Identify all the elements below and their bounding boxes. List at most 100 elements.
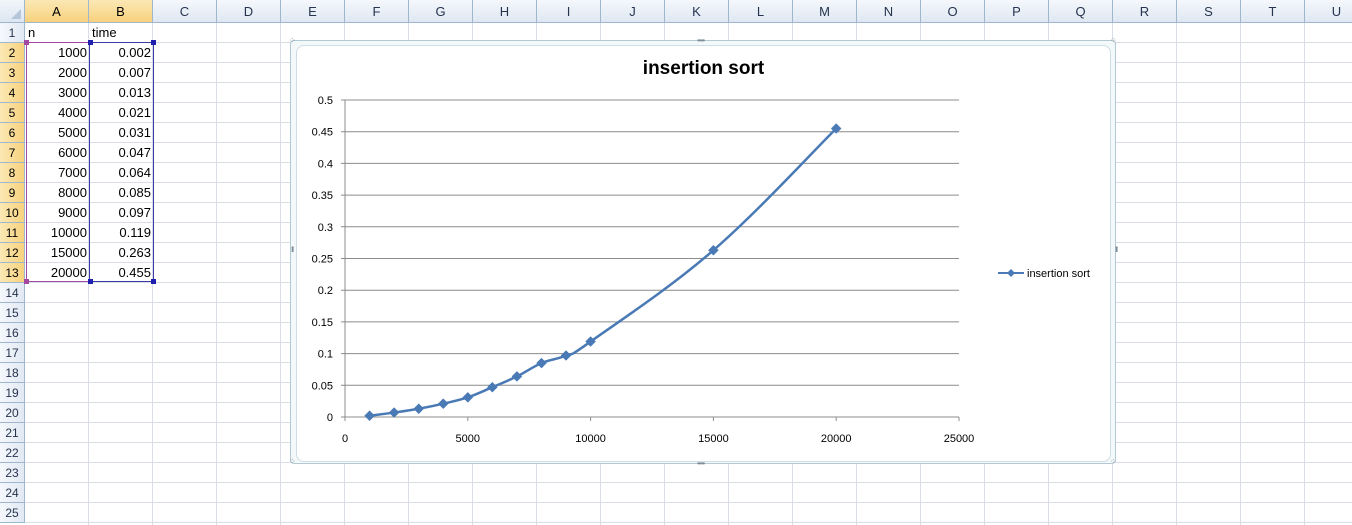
row-header-10[interactable]: 10 bbox=[0, 203, 25, 223]
chart-resize-grip-corner[interactable]: ⁘ bbox=[289, 457, 296, 466]
column-header-c[interactable]: C bbox=[153, 0, 217, 23]
cell-time-value[interactable]: 0.013 bbox=[118, 85, 151, 100]
chart-resize-grip-left[interactable]: ••• bbox=[288, 246, 297, 252]
row-header-11[interactable]: 11 bbox=[0, 223, 25, 243]
range-handle[interactable] bbox=[151, 279, 156, 284]
cell-time-value[interactable]: 0.031 bbox=[118, 125, 151, 140]
x-tick-label: 20000 bbox=[821, 433, 852, 445]
chart-title[interactable]: insertion sort bbox=[642, 58, 765, 79]
cell-n-value[interactable]: 4000 bbox=[58, 105, 87, 120]
selection-range-time bbox=[89, 42, 154, 282]
chart-resize-grip-corner[interactable]: ⁘ bbox=[1110, 36, 1117, 45]
row-header-19[interactable]: 19 bbox=[0, 383, 25, 403]
column-header-l[interactable]: L bbox=[729, 0, 793, 23]
chart-resize-grip-bottom[interactable]: •••• bbox=[697, 459, 705, 468]
chart-resize-grip-corner[interactable]: ⁘ bbox=[1110, 457, 1117, 466]
y-tick-label: 0.35 bbox=[312, 190, 333, 202]
y-tick-label: 0 bbox=[327, 412, 333, 424]
select-all-corner[interactable] bbox=[0, 0, 25, 23]
cell-n-value[interactable]: 7000 bbox=[58, 165, 87, 180]
column-header-d[interactable]: D bbox=[217, 0, 281, 23]
row-header-7[interactable]: 7 bbox=[0, 143, 25, 163]
y-tick-label: 0.25 bbox=[312, 254, 333, 266]
cell-n-value[interactable]: 15000 bbox=[50, 245, 87, 260]
cell-n-value[interactable]: 9000 bbox=[58, 205, 87, 220]
cell-n-value[interactable]: 2000 bbox=[58, 65, 87, 80]
cell-time-value[interactable]: 0.085 bbox=[118, 185, 151, 200]
chart-resize-grip-right[interactable]: ••• bbox=[1112, 246, 1121, 252]
cell-time-value[interactable]: 0.002 bbox=[118, 45, 151, 60]
cell-a1-n-header[interactable]: n bbox=[28, 25, 36, 40]
cell-time-value[interactable]: 0.047 bbox=[118, 145, 151, 160]
row-header-18[interactable]: 18 bbox=[0, 363, 25, 383]
column-header-j[interactable]: J bbox=[601, 0, 665, 23]
cell-time-value[interactable]: 0.064 bbox=[118, 165, 151, 180]
row-header-16[interactable]: 16 bbox=[0, 323, 25, 343]
row-header-3[interactable]: 3 bbox=[0, 63, 25, 83]
x-tick-label: 10000 bbox=[575, 433, 606, 445]
row-header-6[interactable]: 6 bbox=[0, 123, 25, 143]
row-header-20[interactable]: 20 bbox=[0, 403, 25, 423]
row-header-12[interactable]: 12 bbox=[0, 243, 25, 263]
column-header-g[interactable]: G bbox=[409, 0, 473, 23]
row-header-23[interactable]: 23 bbox=[0, 463, 25, 483]
column-header-i[interactable]: I bbox=[537, 0, 601, 23]
column-header-e[interactable]: E bbox=[281, 0, 345, 23]
data-point-marker bbox=[708, 244, 719, 256]
row-header-21[interactable]: 21 bbox=[0, 423, 25, 443]
row-header-24[interactable]: 24 bbox=[0, 483, 25, 503]
chart-area[interactable] bbox=[296, 45, 1111, 462]
range-handle[interactable] bbox=[88, 279, 93, 284]
row-header-25[interactable]: 25 bbox=[0, 503, 25, 523]
y-tick-label: 0.4 bbox=[318, 158, 333, 170]
y-tick-label: 0.05 bbox=[312, 380, 333, 392]
cell-n-value[interactable]: 10000 bbox=[50, 225, 87, 240]
row-header-14[interactable]: 14 bbox=[0, 283, 25, 303]
range-handle[interactable] bbox=[151, 40, 156, 45]
cell-n-value[interactable]: 8000 bbox=[58, 185, 87, 200]
column-header-q[interactable]: Q bbox=[1049, 0, 1113, 23]
range-handle[interactable] bbox=[24, 40, 29, 45]
cell-time-value[interactable]: 0.263 bbox=[118, 245, 151, 260]
row-header-17[interactable]: 17 bbox=[0, 343, 25, 363]
cell-time-value[interactable]: 0.021 bbox=[118, 105, 151, 120]
cell-n-value[interactable]: 20000 bbox=[50, 265, 87, 280]
row-header-2[interactable]: 2 bbox=[0, 43, 25, 63]
column-header-h[interactable]: H bbox=[473, 0, 537, 23]
chart-resize-grip-corner[interactable]: ⁘ bbox=[289, 36, 296, 45]
column-header-f[interactable]: F bbox=[345, 0, 409, 23]
column-header-o[interactable]: O bbox=[921, 0, 985, 23]
cell-time-value[interactable]: 0.007 bbox=[118, 65, 151, 80]
cell-n-value[interactable]: 6000 bbox=[58, 145, 87, 160]
row-header-1[interactable]: 1 bbox=[0, 23, 25, 43]
column-header-a[interactable]: A bbox=[25, 0, 89, 23]
range-handle[interactable] bbox=[24, 279, 29, 284]
cell-time-value[interactable]: 0.097 bbox=[118, 205, 151, 220]
cell-n-value[interactable]: 5000 bbox=[58, 125, 87, 140]
cell-b1-time-header[interactable]: time bbox=[92, 25, 117, 40]
column-header-t[interactable]: T bbox=[1241, 0, 1305, 23]
row-header-8[interactable]: 8 bbox=[0, 163, 25, 183]
column-header-n[interactable]: N bbox=[857, 0, 921, 23]
y-tick-label: 0.3 bbox=[318, 222, 333, 234]
column-header-s[interactable]: S bbox=[1177, 0, 1241, 23]
row-header-15[interactable]: 15 bbox=[0, 303, 25, 323]
row-header-5[interactable]: 5 bbox=[0, 103, 25, 123]
cell-n-value[interactable]: 1000 bbox=[58, 45, 87, 60]
range-handle[interactable] bbox=[88, 40, 93, 45]
column-header-m[interactable]: M bbox=[793, 0, 857, 23]
chart-resize-grip-top[interactable]: •••• bbox=[697, 36, 705, 45]
column-header-r[interactable]: R bbox=[1113, 0, 1177, 23]
column-header-u[interactable]: U bbox=[1305, 0, 1352, 23]
row-header-13[interactable]: 13 bbox=[0, 263, 25, 283]
row-header-4[interactable]: 4 bbox=[0, 83, 25, 103]
column-header-p[interactable]: P bbox=[985, 0, 1049, 23]
row-header-22[interactable]: 22 bbox=[0, 443, 25, 463]
cell-time-value[interactable]: 0.119 bbox=[119, 225, 151, 240]
row-header-9[interactable]: 9 bbox=[0, 183, 25, 203]
cell-time-value[interactable]: 0.455 bbox=[118, 265, 151, 280]
column-header-b[interactable]: B bbox=[89, 0, 153, 23]
cell-n-value[interactable]: 3000 bbox=[58, 85, 87, 100]
column-header-k[interactable]: K bbox=[665, 0, 729, 23]
